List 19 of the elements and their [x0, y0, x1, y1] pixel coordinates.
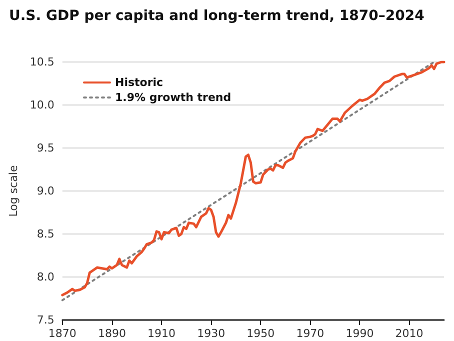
x-tick-label: 1990 — [346, 327, 374, 340]
legend-label: 1.9% growth trend — [115, 91, 232, 104]
x-tick-label: 1910 — [148, 327, 176, 340]
y-tick-label: 8.0 — [36, 270, 54, 284]
y-tick-label: 9.0 — [36, 184, 54, 198]
x-tick-label: 1890 — [98, 327, 126, 340]
y-tick-label: 10.0 — [30, 98, 54, 112]
y-tick-label: 10.5 — [30, 56, 54, 68]
x-tick-label: 2010 — [395, 327, 424, 340]
y-tick-label: 9.5 — [36, 142, 54, 154]
x-tick-label: 1970 — [296, 327, 324, 340]
x-tick-label: 1930 — [197, 327, 226, 340]
x-tick-label: 1870 — [48, 327, 76, 340]
y-tick-label: 7.5 — [36, 314, 54, 326]
legend-label: Historic — [115, 76, 164, 89]
chart-title: U.S. GDP per capita and long-term trend, 1870–2024 — [9, 8, 425, 24]
y-tick-label: 8.5 — [36, 228, 54, 240]
x-tick-label: 1950 — [246, 327, 275, 340]
y-axis-title: Log scale — [7, 165, 20, 217]
